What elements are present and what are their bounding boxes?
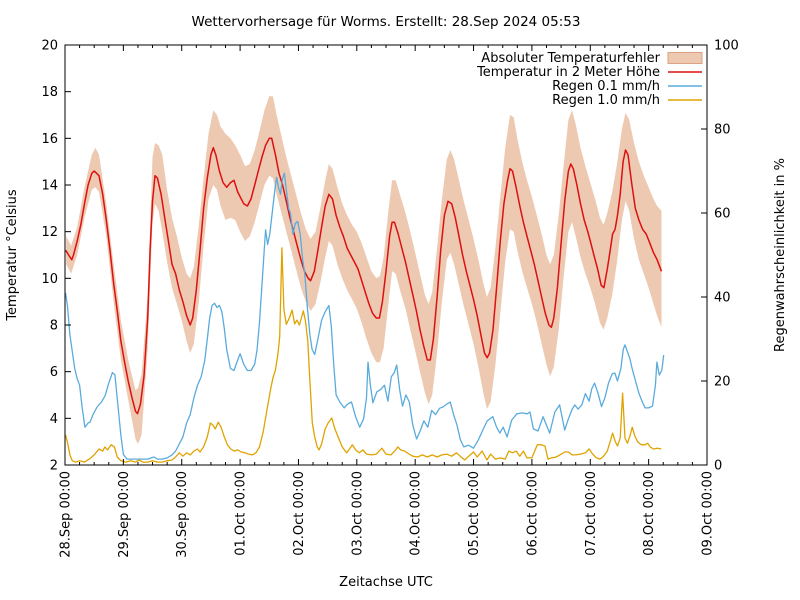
y-left-tick-label: 16 bbox=[41, 132, 58, 147]
y-right-tick-label: 0 bbox=[714, 459, 722, 474]
y-left-tick-label: 4 bbox=[50, 412, 58, 427]
legend-item: Temperatur in 2 Meter Höhe bbox=[476, 65, 702, 80]
rain-01-line bbox=[64, 172, 665, 460]
legend-label: Absoluter Temperaturfehler bbox=[481, 51, 660, 66]
legend-label: Temperatur in 2 Meter Höhe bbox=[476, 65, 660, 80]
y-left-tick-label: 10 bbox=[41, 272, 58, 287]
y-left-tick-label: 12 bbox=[41, 225, 58, 240]
y-right-tick-label: 100 bbox=[714, 39, 739, 54]
series-layer bbox=[64, 137, 665, 463]
x-tick-label: 02.Oct 00:00 bbox=[292, 471, 307, 556]
legend-band-swatch bbox=[667, 52, 703, 64]
x-tick-label: 29.Sep 00:00 bbox=[117, 471, 132, 558]
x-tick-label: 05.Oct 00:00 bbox=[467, 471, 482, 556]
x-tick-label: 01.Oct 00:00 bbox=[234, 471, 249, 556]
x-axis-label: Zeitachse UTC bbox=[339, 575, 433, 590]
y-left-tick-label: 18 bbox=[41, 85, 58, 100]
temperature-line bbox=[65, 137, 663, 415]
x-tick-label: 07.Oct 00:00 bbox=[584, 471, 599, 556]
x-tick-label: 06.Oct 00:00 bbox=[525, 471, 540, 556]
rain-10-line bbox=[64, 247, 662, 463]
legend-item: Regen 1.0 mm/h bbox=[552, 93, 702, 108]
x-tick-label: 08.Oct 00:00 bbox=[642, 471, 657, 556]
y-left-tick-label: 20 bbox=[41, 39, 58, 54]
y-right-axis-label: Regenwahrscheinlichkeit in % bbox=[773, 158, 788, 352]
temperature-error-band bbox=[66, 96, 662, 445]
chart-title: Wettervorhersage für Worms. Erstellt: 28… bbox=[192, 14, 581, 30]
x-tick-label: 04.Oct 00:00 bbox=[409, 471, 424, 556]
x-tick-label: 28.Sep 00:00 bbox=[59, 471, 74, 558]
error-band-layer bbox=[66, 96, 662, 445]
legend-label: Regen 0.1 mm/h bbox=[552, 79, 660, 94]
x-tick-label: 03.Oct 00:00 bbox=[350, 471, 365, 556]
axes-layer: 28.Sep 00:00 29.Sep 00:00 30.Sep 00:00 01.O… bbox=[41, 39, 738, 558]
y-left-axis-label: Temperatur °Celsius bbox=[5, 189, 20, 322]
y-right-tick-label: 20 bbox=[714, 375, 731, 390]
y-right-tick-label: 60 bbox=[714, 207, 731, 222]
x-tick-label: 09.Oct 00:00 bbox=[701, 471, 716, 556]
legend-item: Absoluter Temperaturfehler bbox=[481, 51, 703, 66]
legend-label: Regen 1.0 mm/h bbox=[552, 93, 660, 108]
y-left-tick-label: 8 bbox=[50, 319, 58, 334]
legend-item: Regen 0.1 mm/h bbox=[552, 79, 702, 94]
y-left-tick-label: 14 bbox=[41, 179, 58, 194]
y-right-tick-label: 80 bbox=[714, 123, 731, 138]
y-left-tick-label: 6 bbox=[50, 365, 58, 380]
y-left-tick-label: 2 bbox=[50, 459, 58, 474]
x-tick-label: 30.Sep 00:00 bbox=[175, 471, 190, 558]
y-right-tick-label: 40 bbox=[714, 291, 731, 306]
